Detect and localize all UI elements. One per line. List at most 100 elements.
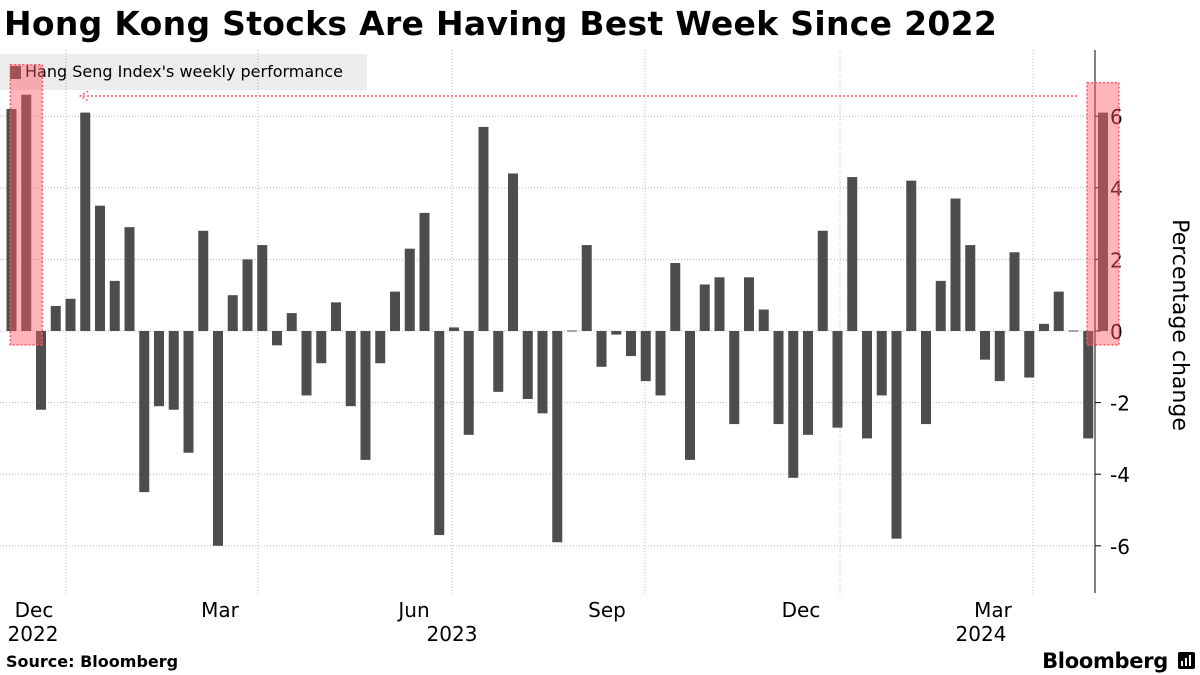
bar (227, 295, 238, 331)
x-tick-year: 2024 (956, 622, 1007, 646)
bar (537, 331, 548, 414)
bar (640, 331, 651, 382)
bar (301, 331, 312, 396)
x-tick-year: 2022 (8, 622, 59, 646)
bar (65, 298, 76, 331)
bar (50, 305, 61, 331)
bar (862, 331, 872, 439)
bar (670, 262, 681, 331)
bar (935, 280, 946, 331)
bar (714, 277, 725, 331)
y-axis-label: Percentage change (1167, 219, 1192, 431)
chart-title: Hong Kong Stocks Are Having Best Week Si… (4, 4, 998, 43)
bar (758, 309, 769, 331)
bar (1039, 323, 1049, 331)
y-tick-label: -2 (1110, 392, 1130, 416)
bar (478, 126, 489, 331)
bar (522, 331, 533, 400)
bar (242, 259, 253, 331)
bar (508, 173, 518, 331)
x-tick-year: 2023 (427, 622, 478, 646)
legend-label: Hang Seng Index's weekly performance (25, 62, 343, 81)
bar (375, 331, 386, 364)
bar (699, 284, 710, 331)
bar (626, 331, 636, 357)
bar (80, 112, 91, 332)
bar (876, 331, 887, 396)
bar (6, 109, 17, 331)
bar (891, 331, 902, 539)
bar (803, 331, 813, 435)
x-tick-month: Dec (15, 598, 54, 622)
bar (773, 331, 784, 425)
bar (847, 177, 858, 331)
bar (36, 331, 46, 410)
bar (655, 331, 666, 396)
y-tick-label: 2 (1110, 248, 1123, 272)
bar (198, 230, 209, 331)
bar (552, 331, 563, 543)
bloomberg-terminal-icon (1178, 652, 1195, 669)
bar (168, 331, 179, 410)
x-tick-month: Jun (396, 598, 429, 622)
x-tick-month: Mar (974, 598, 1013, 622)
bar (1024, 331, 1035, 378)
bar (744, 277, 754, 331)
bar (316, 331, 327, 364)
highlight-box (1086, 81, 1120, 346)
bar (109, 280, 120, 331)
bar (213, 331, 223, 546)
bar (994, 331, 1005, 382)
bar (906, 180, 917, 331)
bar (449, 327, 459, 331)
bar (183, 331, 194, 453)
bar (921, 331, 931, 425)
bar (965, 245, 976, 331)
legend: Hang Seng Index's weekly performance (0, 54, 367, 90)
bar (950, 198, 961, 331)
bar (1083, 331, 1094, 439)
bar (331, 302, 341, 331)
bar (1098, 112, 1108, 332)
bar (980, 331, 990, 360)
bar (360, 331, 371, 460)
bar (404, 248, 415, 331)
bar (345, 331, 356, 407)
source-note: Source: Bloomberg (6, 652, 179, 671)
y-tick-label: -6 (1110, 535, 1130, 559)
bar (832, 331, 843, 428)
brand-logo: Bloomberg (1042, 649, 1168, 673)
bar (95, 205, 105, 331)
bar (685, 331, 695, 460)
bar (257, 245, 268, 331)
bar (154, 331, 164, 407)
annotation-arrow-head (78, 90, 89, 102)
bar (729, 331, 740, 425)
legend-swatch (10, 66, 21, 79)
bar (419, 212, 430, 331)
bar (567, 330, 577, 332)
bar (272, 331, 282, 346)
bar (139, 331, 150, 493)
x-tick-month: Dec (782, 598, 821, 622)
bar (581, 245, 592, 331)
bar (21, 94, 32, 331)
bar (1009, 252, 1020, 331)
bar (611, 331, 622, 335)
bar (596, 331, 607, 367)
bar (817, 230, 828, 331)
x-tick-month: Mar (201, 598, 240, 622)
bar (390, 291, 400, 331)
bar (286, 313, 297, 331)
bar (788, 331, 799, 478)
bar (434, 331, 445, 536)
bar (1053, 291, 1064, 331)
x-tick-month: Sep (588, 598, 626, 622)
highlight-box (9, 63, 43, 346)
bar (124, 227, 135, 331)
y-tick-label: 0 (1110, 320, 1123, 344)
bar (1068, 330, 1079, 332)
bar (463, 331, 474, 435)
y-tick-label: -4 (1110, 463, 1130, 487)
